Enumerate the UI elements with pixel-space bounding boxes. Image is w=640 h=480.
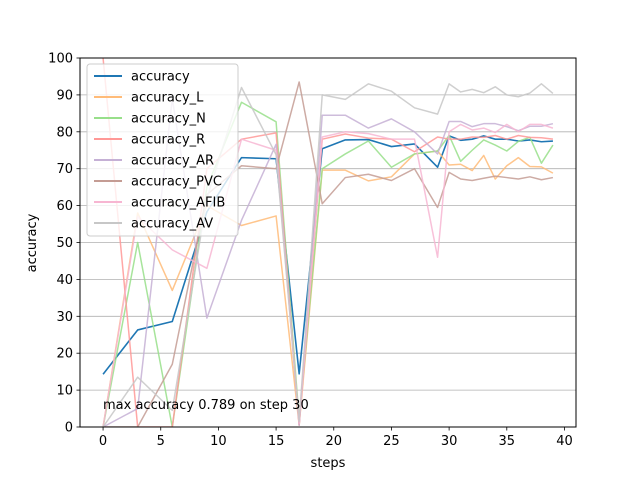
x-axis-label: steps: [311, 456, 346, 471]
y-tick-label: 20: [56, 347, 73, 362]
legend-label: accuracy_AR: [131, 154, 214, 169]
x-tick-label: 15: [268, 434, 285, 449]
x-axis: 0 5 10 15 20 25 30 35 40: [99, 427, 573, 449]
legend-label: accuracy_R: [131, 133, 205, 148]
y-tick-label: 10: [56, 384, 73, 399]
series-line-accuracy-ar: [102, 97, 554, 427]
legend: accuracy accuracy_L accuracy_N accuracy_Rac…: [86, 63, 239, 237]
x-tick-label: 5: [157, 434, 165, 449]
y-tick-label: 100: [48, 52, 73, 67]
y-tick-label: 60: [56, 199, 73, 214]
legend-label: accuracy_N: [131, 112, 206, 127]
x-tick-label: 40: [556, 434, 573, 449]
x-tick-label: 35: [499, 434, 516, 449]
y-axis-label: accuracy: [25, 213, 40, 272]
x-tick-label: 30: [441, 434, 458, 449]
x-tick-label: 10: [210, 434, 227, 449]
legend-label: accuracy_PVC: [131, 175, 222, 190]
y-axis: 0 10 20 30 40 50 60 70 80 90 100: [48, 52, 80, 436]
legend-label: accuracy_AV: [131, 217, 213, 232]
y-tick-label: 90: [56, 88, 73, 103]
legend-label: accuracy_AFIB: [131, 196, 225, 211]
y-tick-label: 30: [56, 310, 73, 325]
x-tick-label: 25: [383, 434, 400, 449]
legend-label: accuracy_L: [131, 91, 204, 106]
y-tick-label: 50: [56, 236, 73, 251]
y-tick-label: 40: [56, 273, 73, 288]
x-tick-label: 0: [99, 434, 107, 449]
y-tick-label: 0: [65, 421, 73, 436]
max-accuracy-annotation: max accuracy 0.789 on step 30: [103, 398, 309, 413]
legend-box: [86, 63, 239, 237]
x-tick-label: 20: [325, 434, 342, 449]
y-tick-label: 70: [56, 162, 73, 177]
y-tick-label: 80: [56, 125, 73, 140]
legend-label: accuracy: [131, 70, 190, 85]
